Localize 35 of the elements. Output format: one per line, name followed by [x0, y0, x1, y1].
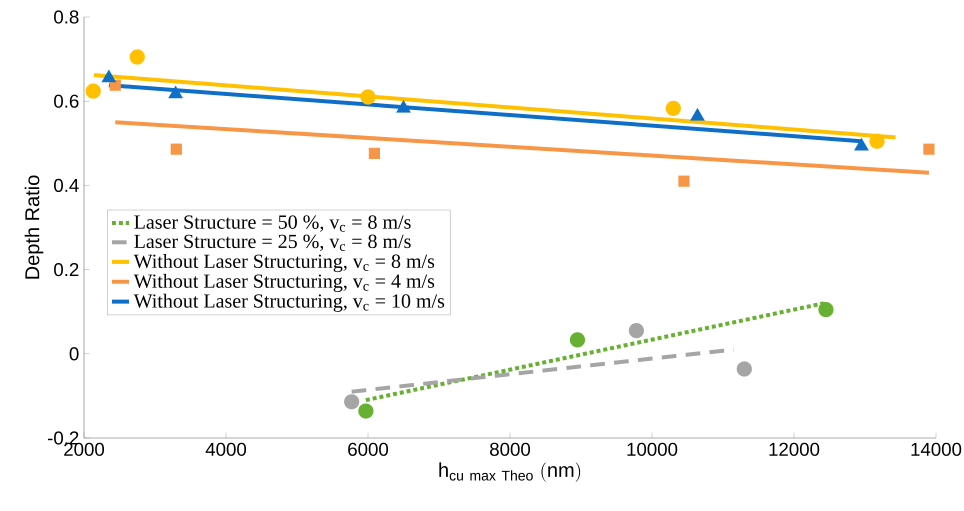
x-tick-label: 8000 [490, 442, 530, 456]
x-axis-title: $\mathrm{h}_{\mathrm{cu\ max\ Theo}}\ \mathrm{(nm)}$ [439, 462, 580, 482]
x-tick-label: 6000 [348, 442, 388, 456]
x-tick-label: 10000 [627, 442, 678, 456]
point [86, 83, 101, 99]
point [869, 134, 885, 149]
point [678, 176, 690, 187]
legend-label: Without Laser Structuring, v$_{c}$ = 4 m/s [134, 274, 434, 292]
legend-label: Laser Structure = 50 %, v$_{c}$ = 8 m/s [134, 215, 411, 232]
y-tick-label: -0.2 [48, 431, 78, 445]
point [344, 394, 360, 410]
point [818, 302, 834, 318]
point [736, 361, 752, 377]
legend-label: Without Laser Structuring, v$_{c}$ = 8 m/s [134, 254, 434, 272]
x-tick-label: 12000 [769, 442, 820, 456]
y-tick-label: 0 [70, 347, 79, 360]
point [570, 332, 586, 348]
x-tick-label: 2000 [64, 442, 104, 456]
point [130, 49, 145, 65]
point [170, 144, 182, 155]
legend-label: Without Laser Structuring, v$_{c}$ = 10 m/s [134, 294, 444, 312]
y-axis-title: Depth Ratio [24, 176, 44, 279]
x-tick-label: 14000 [911, 442, 962, 456]
point [666, 100, 681, 116]
point [358, 403, 374, 419]
legend-label: Laser Structure = 25 %, v$_{c}$ = 8 m/s [134, 234, 411, 251]
y-tick-label: 0.2 [54, 262, 78, 276]
point [368, 148, 380, 160]
y-tick-label: 0.6 [54, 94, 78, 108]
point [923, 144, 935, 155]
point [628, 323, 644, 338]
y-tick-label: 0.4 [54, 178, 79, 192]
y-tick-label: 0.8 [54, 10, 78, 24]
x-tick-label: 4000 [206, 442, 246, 456]
point [360, 89, 376, 105]
